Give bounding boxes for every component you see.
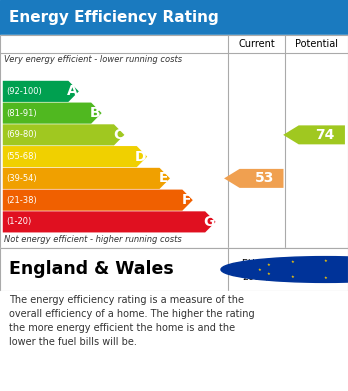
Text: The energy efficiency rating is a measure of the
overall efficiency of a home. T: The energy efficiency rating is a measur… [9, 295, 254, 347]
Text: G: G [204, 215, 215, 229]
Text: B: B [90, 106, 101, 120]
Text: 2002/91/EC: 2002/91/EC [242, 273, 297, 282]
Text: (55-68): (55-68) [6, 152, 37, 161]
Text: 74: 74 [316, 128, 335, 142]
Text: (92-100): (92-100) [6, 87, 42, 96]
Polygon shape [3, 146, 147, 167]
Text: (1-20): (1-20) [6, 217, 32, 226]
Text: Energy Efficiency Rating: Energy Efficiency Rating [9, 10, 219, 25]
Text: ★: ★ [258, 267, 261, 271]
Polygon shape [3, 81, 79, 102]
Text: (21-38): (21-38) [6, 196, 37, 204]
Text: (69-80): (69-80) [6, 130, 37, 139]
Text: Current: Current [238, 39, 275, 49]
Polygon shape [3, 190, 193, 211]
Text: Not energy efficient - higher running costs: Not energy efficient - higher running co… [4, 235, 182, 244]
Polygon shape [3, 102, 102, 124]
Text: ★: ★ [324, 259, 327, 263]
Text: F: F [182, 193, 191, 207]
Circle shape [221, 256, 348, 282]
Polygon shape [224, 169, 284, 188]
Polygon shape [3, 211, 216, 233]
Text: D: D [135, 150, 147, 163]
Text: E: E [159, 171, 168, 185]
Text: ★: ★ [266, 264, 270, 267]
Text: Potential: Potential [295, 39, 338, 49]
Polygon shape [3, 168, 170, 189]
Text: England & Wales: England & Wales [9, 260, 173, 278]
Text: ★: ★ [266, 272, 270, 276]
Text: C: C [113, 128, 123, 142]
Polygon shape [3, 124, 125, 145]
Text: (81-91): (81-91) [6, 109, 37, 118]
Text: A: A [67, 84, 78, 99]
Polygon shape [283, 126, 345, 144]
Text: ★: ★ [324, 276, 327, 280]
Text: Very energy efficient - lower running costs: Very energy efficient - lower running co… [4, 55, 182, 64]
Text: 53: 53 [255, 171, 275, 185]
Text: EU Directive: EU Directive [242, 258, 300, 267]
Text: (39-54): (39-54) [6, 174, 37, 183]
Text: ★: ★ [291, 260, 294, 264]
Text: ★: ★ [291, 274, 294, 278]
